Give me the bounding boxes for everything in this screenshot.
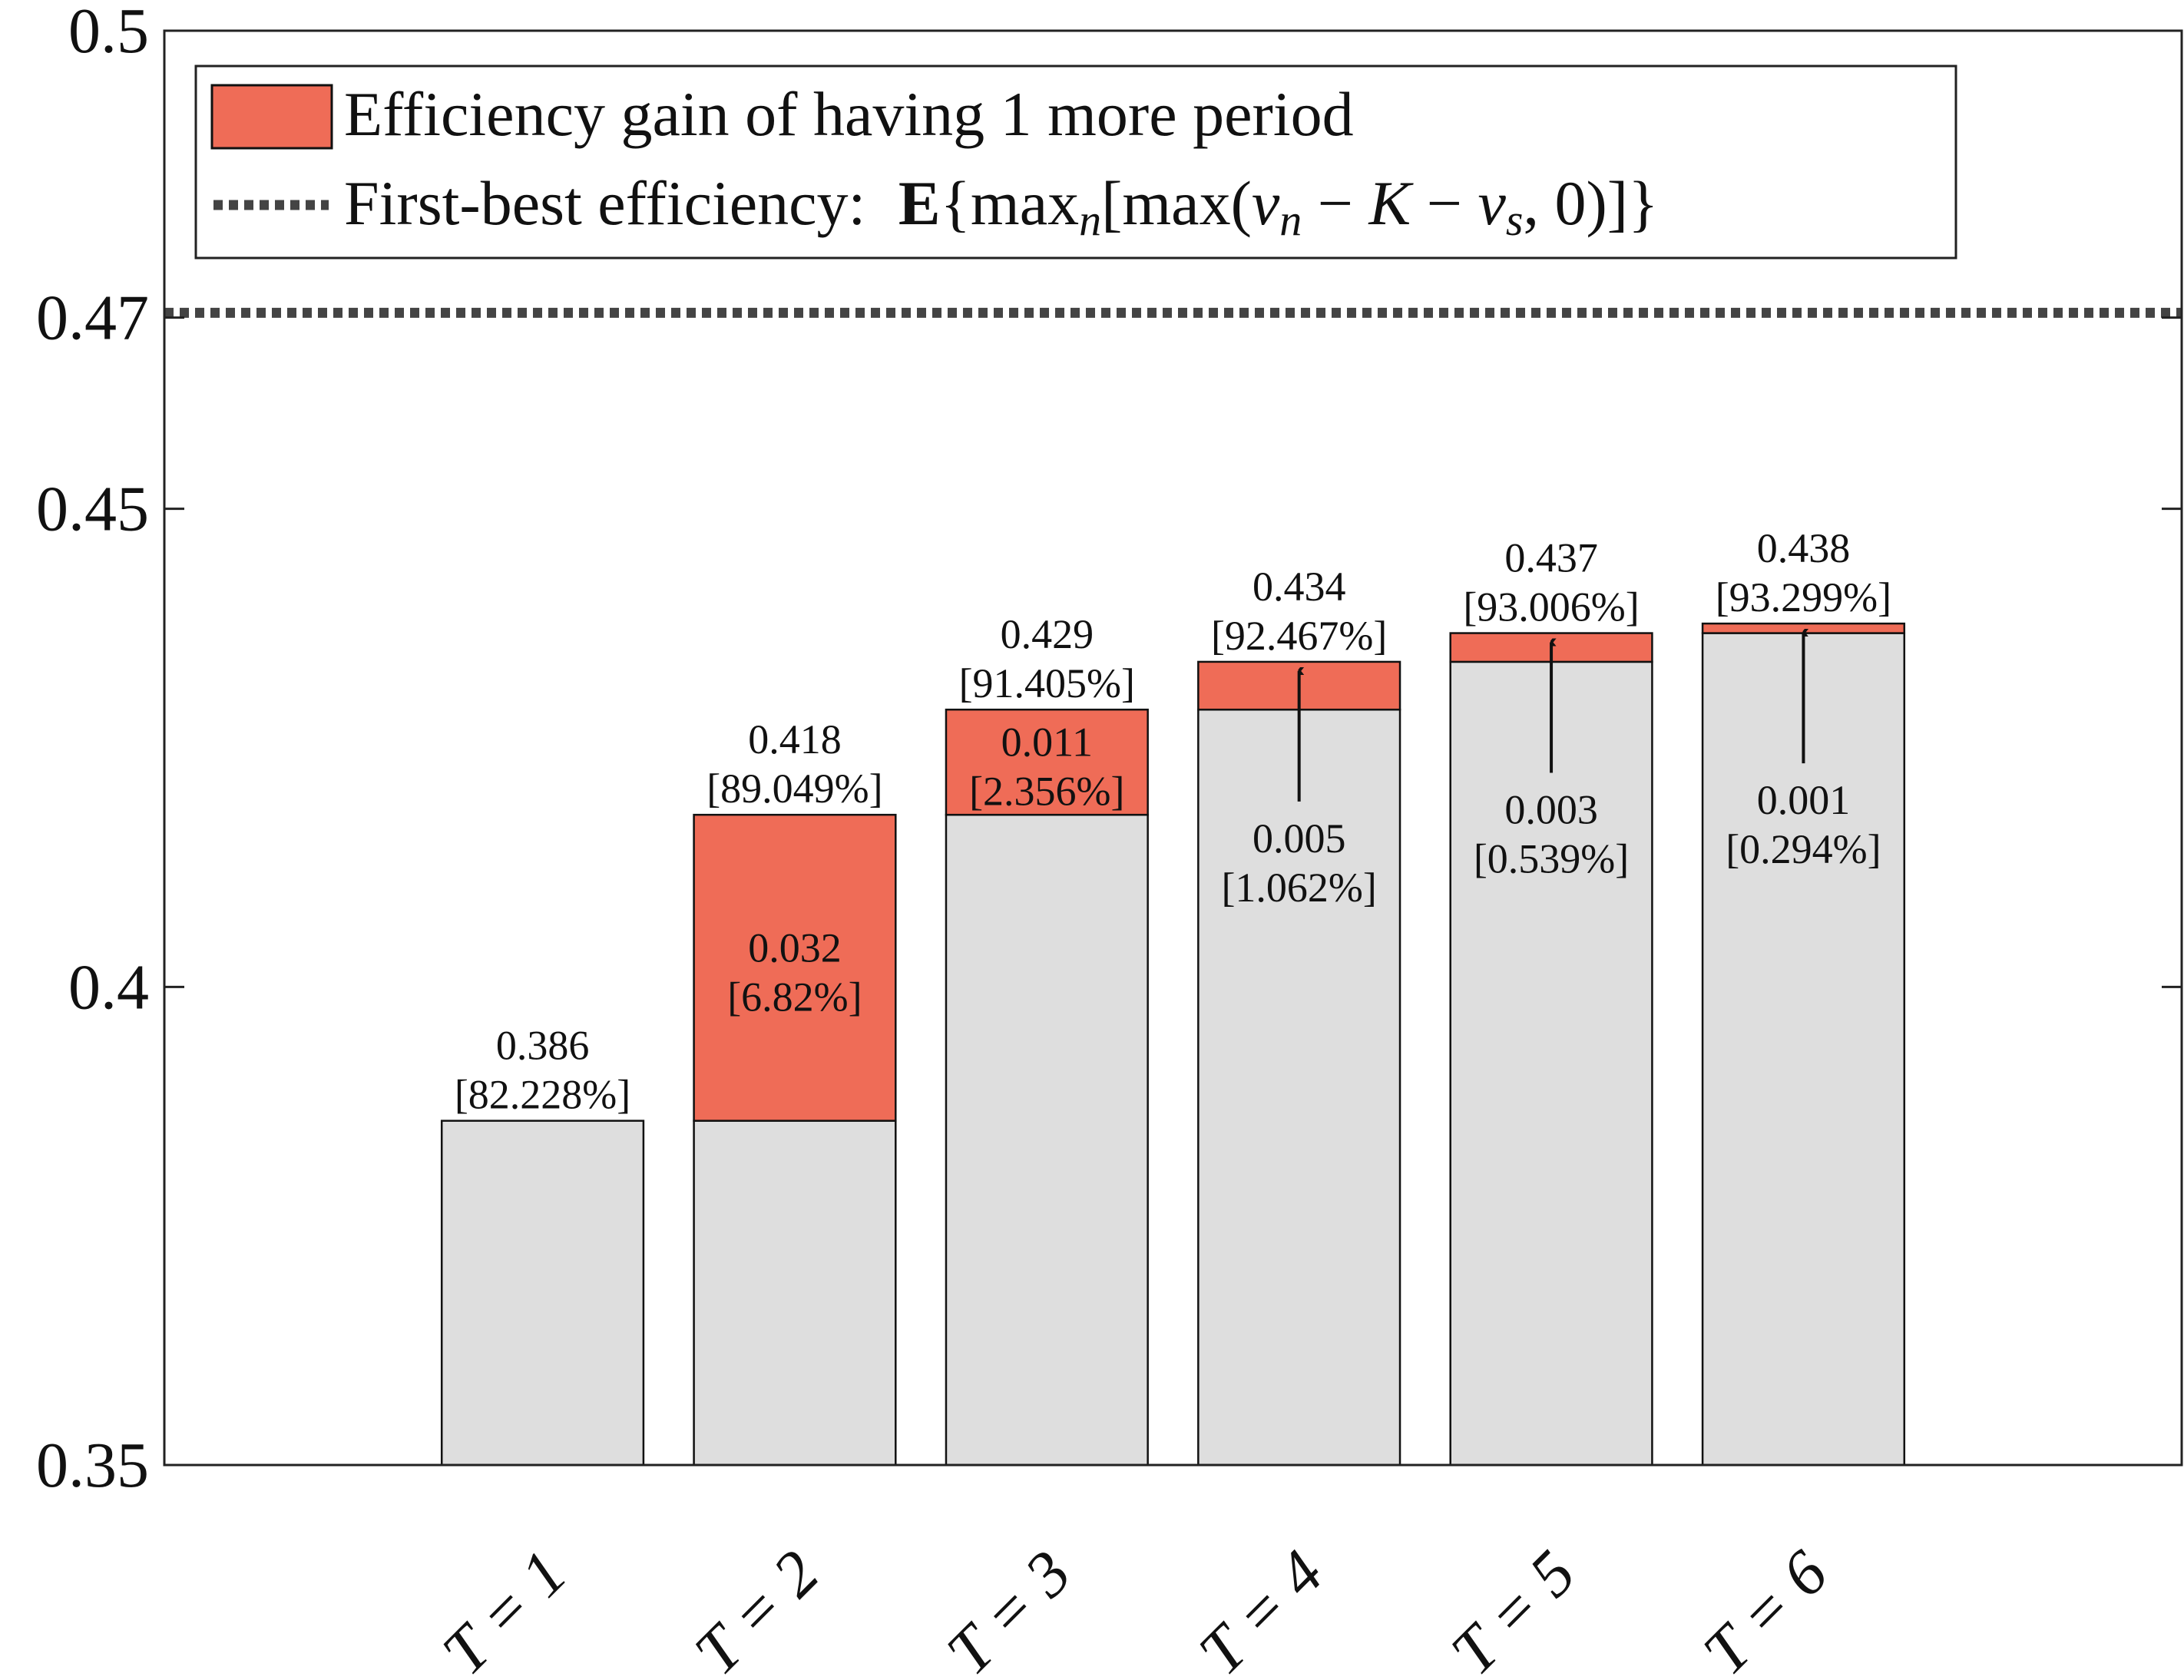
gain-pct-label-3: [2.356%]: [969, 769, 1124, 815]
total-value-label-6: 0.438: [1757, 525, 1851, 571]
data-label-layer: 0.386[82.228%] 0.418[89.049%] 0.032[6.82%]…: [455, 525, 1891, 1118]
y-axis: 0.35 0.4 0.45 0.47 0.5: [36, 0, 2182, 1501]
total-value-label-3: 0.429: [1001, 611, 1094, 657]
bar-gain-6: [1701, 622, 1906, 634]
bar-gain-2: [693, 813, 897, 1122]
bar-base-2: [693, 1119, 897, 1467]
gain-pct-label-5: [0.539%]: [1474, 836, 1629, 882]
legend-gain-swatch: [210, 84, 333, 150]
x-axis: T = 1 T = 2 T = 3 T = 4 T = 5 T = 6: [429, 1537, 1842, 1680]
total-pct-label-6: [93.299%]: [1716, 574, 1891, 620]
x-tick-label-3: T = 3: [933, 1537, 1084, 1680]
gain-pct-label-4: [1.062%]: [1221, 865, 1376, 911]
gain-value-label-4: 0.005: [1252, 815, 1346, 861]
total-pct-label-2: [89.049%]: [706, 766, 882, 812]
bar-layer: [440, 622, 1906, 1467]
total-value-label-5: 0.437: [1504, 535, 1598, 581]
bar-base-5: [1449, 660, 1653, 1467]
plot-frame: [163, 29, 2183, 1467]
gain-pct-label-6: [0.294%]: [1726, 826, 1881, 872]
y-tick-label-3: 0.45: [36, 474, 149, 545]
x-tick-label-1: T = 1: [429, 1537, 581, 1680]
x-tick-label-2: T = 2: [681, 1537, 832, 1680]
legend: Efficiency gain of having 1 more period …: [194, 64, 1957, 260]
legend-box: [194, 64, 1957, 260]
total-value-label-1: 0.386: [496, 1023, 590, 1069]
bar-gain-3: [945, 708, 1149, 816]
legend-first-best-prefix: First-best efficiency:: [344, 168, 865, 238]
x-tick-label-4: T = 4: [1186, 1537, 1337, 1680]
y-tick-label-2: 0.4: [68, 951, 149, 1023]
gain-value-label-3: 0.011: [1001, 719, 1094, 766]
total-value-label-2: 0.418: [748, 716, 842, 762]
gain-pct-label-2: [6.82%]: [727, 974, 862, 1020]
total-value-label-4: 0.434: [1252, 564, 1346, 610]
gain-value-label-6: 0.001: [1757, 777, 1851, 823]
total-pct-label-3: [91.405%]: [959, 660, 1135, 706]
y-tick-label-5: 0.5: [68, 0, 149, 67]
gain-value-label-2: 0.032: [748, 924, 842, 971]
total-pct-label-1: [82.228%]: [455, 1072, 630, 1118]
y-tick-label-4: 0.47: [36, 283, 149, 354]
bar-base-6: [1701, 632, 1906, 1467]
total-pct-label-5: [93.006%]: [1463, 584, 1639, 630]
legend-first-best-formula: E{maxn[max(vn − K − vs, 0)]}: [898, 168, 1659, 245]
total-pct-label-4: [92.467%]: [1211, 613, 1387, 659]
gain-value-label-5: 0.003: [1504, 787, 1598, 833]
y-tick-label-1: 0.35: [36, 1430, 149, 1501]
legend-gain-label: Efficiency gain of having 1 more period: [344, 79, 1354, 149]
x-tick-label-5: T = 5: [1438, 1537, 1589, 1680]
x-tick-label-6: T = 6: [1689, 1537, 1841, 1680]
bar-base-1: [440, 1119, 645, 1467]
legend-first-best-label: First-best efficiency: E{maxn[max(vn − K…: [344, 168, 1658, 245]
bar-base-3: [945, 813, 1149, 1467]
